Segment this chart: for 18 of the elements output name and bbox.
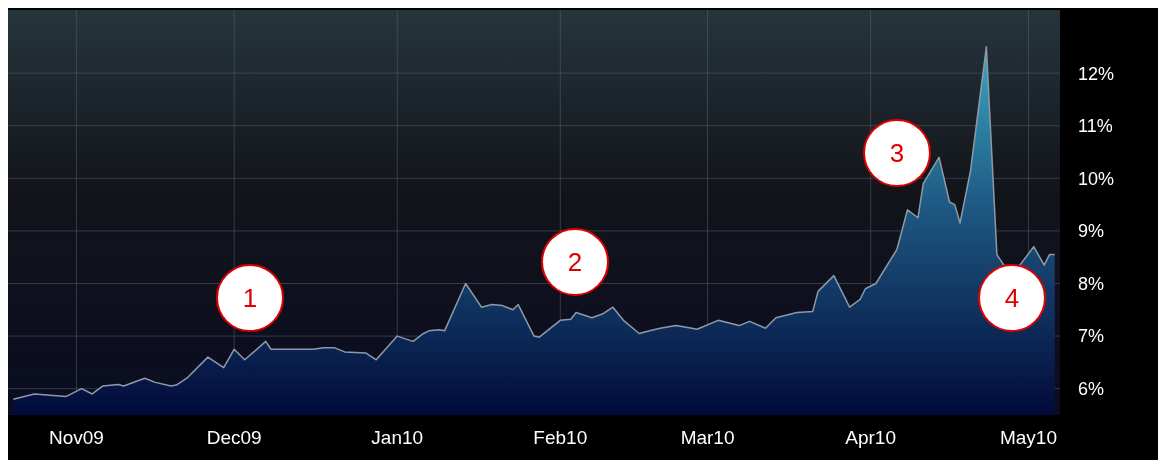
annotation: 2 [567,246,583,278]
x-tick-label: Apr10 [845,427,896,449]
annotation: 3 [889,137,905,169]
x-tick-label: Dec09 [206,427,262,449]
y-tick-label: 12% [1078,63,1115,84]
y-tick-label: 10% [1078,168,1115,189]
y-tick-label: 6% [1078,379,1105,400]
x-tick-label: Jan10 [371,427,424,449]
annotation: 4 [1004,282,1020,314]
annotation: 1 [242,282,258,314]
y-tick-label: 11% [1078,116,1113,137]
x-tick-label: Feb10 [533,427,588,449]
y-tick-label: 8% [1078,273,1105,294]
y-tick-label: 7% [1078,326,1105,347]
x-tick-label: May10 [999,427,1057,449]
x-tick-label: Nov09 [48,427,104,449]
x-tick-label: Mar10 [680,427,735,449]
y-tick-label: 9% [1078,221,1105,242]
